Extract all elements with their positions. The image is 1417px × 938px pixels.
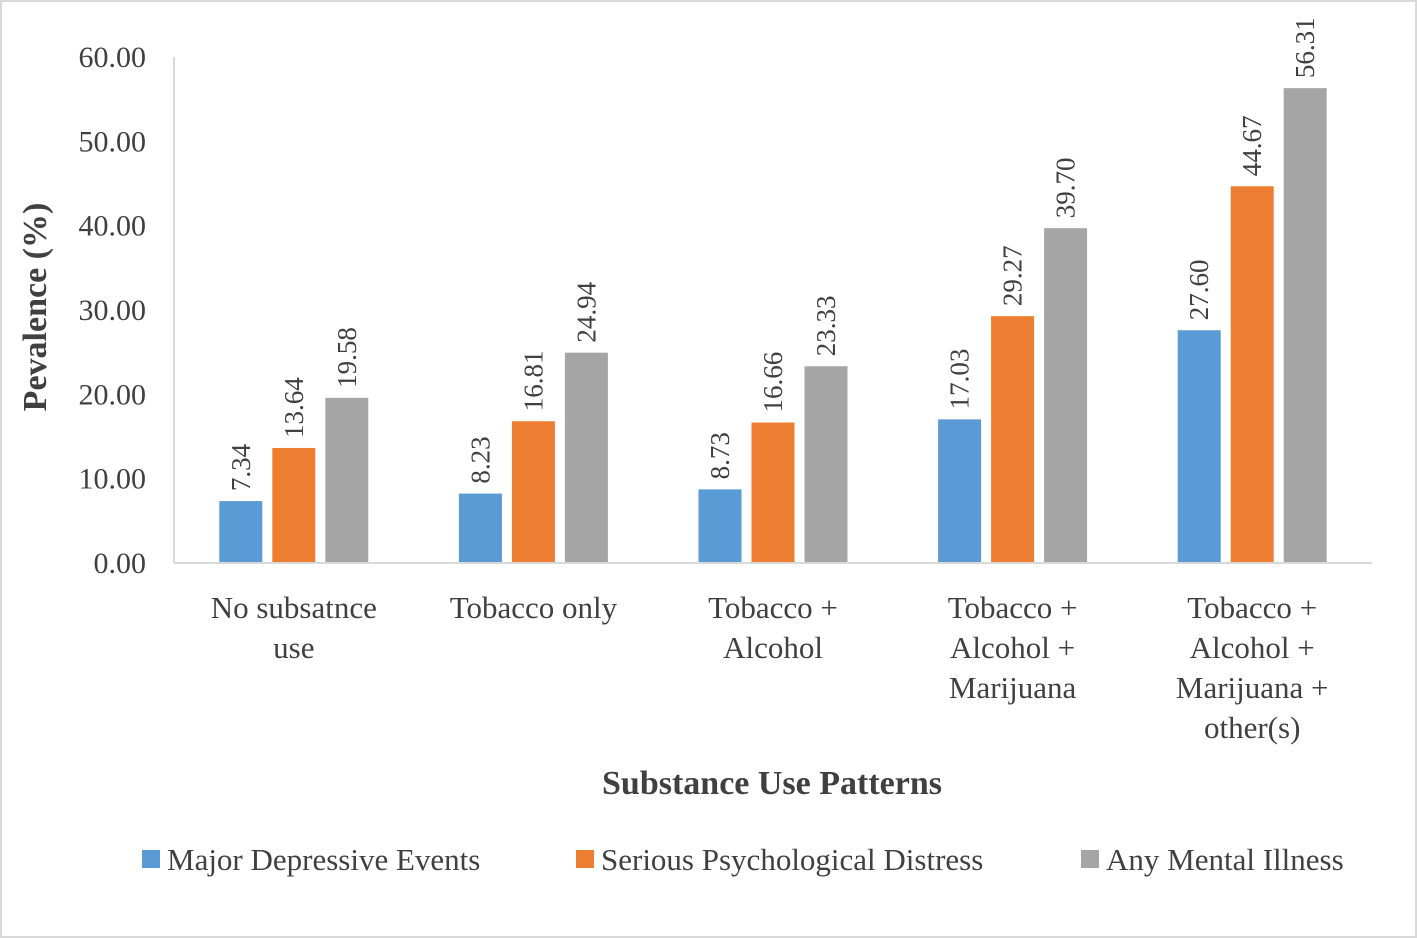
data-label: 29.27 [998,245,1028,306]
bar-1-2 [458,493,502,563]
data-label: 16.66 [758,352,788,413]
legend-item-2: Serious Psychological Distress [576,842,983,877]
legend-label: Any Mental Illness [1106,842,1344,877]
y-tick-label: 20.00 [79,378,147,411]
x-category-label: Tobacco only [450,590,618,625]
legend-swatch [576,850,594,868]
y-tick-label: 0.00 [94,547,147,580]
bar-2-1 [272,447,316,563]
bar-1-1 [219,501,263,563]
bar-3-2 [564,352,608,563]
legend-swatch [142,850,160,868]
bar-2-2 [511,421,555,563]
legend-label: Major Depressive Events [167,842,480,877]
data-label: 7.34 [226,443,256,491]
bar-1-4 [938,419,982,563]
data-label: 56.31 [1290,17,1320,78]
y-tick-label: 40.00 [79,210,147,243]
y-axis-title: Pevalence (%) [17,203,54,412]
x-axis-title: Substance Use Patterns [602,765,942,802]
legend-label: Serious Psychological Distress [601,842,983,877]
x-category-label: Tobacco + [948,590,1078,625]
data-label: 23.33 [811,296,841,357]
legend-item-3: Any Mental Illness [1081,842,1344,877]
legend: Major Depressive Events Serious Psycholog… [142,842,1344,877]
data-label: 19.58 [332,327,362,388]
bar-3-4 [1044,228,1088,564]
category-labels: No subsatnce use Tobacco only Tobacco + Alco… [211,590,1329,745]
legend-item-1: Major Depressive Events [142,842,480,877]
data-label: 27.60 [1184,259,1214,320]
x-category-label: Tobacco + [708,590,838,625]
data-label: 44.67 [1237,116,1267,177]
bars [219,88,1327,564]
bar-1-5 [1177,330,1221,563]
x-category-label: No subsatnce [211,590,377,625]
x-category-label: Alcohol + [1190,630,1315,665]
x-category-label: Marijuana [949,670,1077,705]
y-axis-ticks: 0.00 10.00 20.00 30.00 40.00 50.00 60.00 [79,41,147,580]
bar-3-3 [804,366,848,563]
x-category-label: other(s) [1204,710,1300,745]
y-tick-label: 50.00 [79,125,147,158]
data-labels: 7.34 13.64 19.58 8.23 16.81 24.94 8.73 16.66 23.… [226,17,1320,491]
data-label: 13.64 [279,377,309,438]
y-tick-label: 30.00 [79,294,147,327]
bar-3-1 [325,397,369,563]
x-category-label: Marijuana + [1176,670,1329,705]
legend-swatch [1081,850,1099,868]
bar-3-5 [1283,88,1327,563]
bar-2-3 [751,422,795,563]
x-category-label: Alcohol [723,630,823,665]
data-label: 8.73 [705,432,735,479]
data-label: 8.23 [465,436,495,483]
bar-2-4 [991,316,1035,563]
x-category-label: Alcohol + [950,630,1075,665]
y-tick-label: 10.00 [79,463,147,496]
data-label: 24.94 [571,281,601,342]
x-category-label: Tobacco + [1187,590,1317,625]
y-tick-label: 60.00 [79,41,147,74]
data-label: 17.03 [945,349,975,410]
x-category-label: use [273,630,314,665]
bar-1-3 [698,489,742,563]
bar-2-5 [1230,186,1274,563]
data-label: 39.70 [1051,157,1081,218]
data-label: 16.81 [518,350,548,411]
